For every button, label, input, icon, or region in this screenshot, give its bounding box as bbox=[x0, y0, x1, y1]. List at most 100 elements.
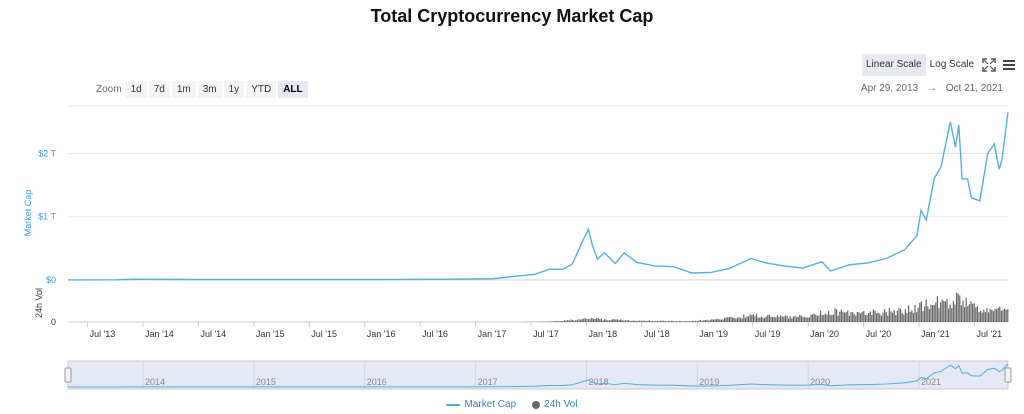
volume-bar bbox=[858, 312, 860, 322]
volume-bar bbox=[861, 311, 863, 322]
volume-bar bbox=[925, 299, 927, 322]
volume-bar bbox=[642, 320, 644, 322]
volume-bar bbox=[634, 320, 636, 322]
volume-bar bbox=[949, 304, 951, 322]
volume-bar bbox=[842, 311, 844, 322]
navigator-handle-right[interactable] bbox=[1004, 367, 1012, 383]
volume-bar bbox=[1007, 309, 1009, 322]
volume-bar bbox=[781, 316, 783, 322]
menu-icon[interactable] bbox=[1000, 54, 1018, 76]
volume-bar bbox=[616, 319, 618, 322]
volume-bar bbox=[796, 317, 798, 322]
volume-bar bbox=[735, 318, 737, 322]
volume-bar bbox=[930, 304, 932, 322]
volume-bar bbox=[754, 316, 756, 322]
volume-bar bbox=[946, 299, 948, 322]
volume-bar bbox=[919, 302, 921, 322]
volume-bar bbox=[820, 310, 822, 322]
navigator-handle-left[interactable] bbox=[64, 367, 72, 383]
volume-bar bbox=[807, 317, 809, 322]
volume-bar bbox=[664, 320, 666, 322]
volume-bar bbox=[653, 321, 655, 322]
volume-bar bbox=[578, 319, 580, 322]
volume-bar bbox=[741, 318, 743, 322]
volume-bar bbox=[668, 320, 670, 322]
volume-bar bbox=[775, 317, 777, 322]
navigator-year-label: 2016 bbox=[367, 377, 387, 387]
volume-bar bbox=[895, 315, 897, 322]
zoom-3m-button[interactable]: 3m bbox=[197, 80, 222, 98]
volume-bar bbox=[732, 317, 734, 322]
volume-bar bbox=[570, 319, 572, 322]
zoom-ytd-button[interactable]: YTD bbox=[246, 80, 277, 98]
volume-bar bbox=[920, 301, 922, 322]
volume-bar bbox=[728, 317, 730, 322]
log-scale-button[interactable]: Log Scale bbox=[925, 54, 979, 76]
volume-bar bbox=[791, 318, 793, 322]
volume-bar bbox=[730, 316, 732, 322]
volume-bar bbox=[797, 316, 799, 322]
volume-bar bbox=[748, 316, 750, 322]
volume-bar bbox=[655, 320, 657, 322]
y-tick-label: $1 T bbox=[38, 212, 56, 222]
legend-item-market-cap[interactable]: Market Cap bbox=[446, 399, 516, 410]
volume-bar bbox=[562, 321, 564, 322]
zoom-7d-button[interactable]: 7d bbox=[148, 80, 170, 98]
navigator-selection bbox=[67, 360, 1009, 390]
volume-bar bbox=[687, 321, 689, 322]
volume-bar bbox=[792, 316, 794, 322]
volume-bar bbox=[924, 306, 926, 322]
volume-bar bbox=[991, 309, 993, 322]
volume-bar bbox=[848, 315, 850, 322]
volume-bar bbox=[701, 320, 703, 322]
volume-bar bbox=[812, 314, 814, 322]
volume-bar bbox=[935, 302, 937, 322]
volume-bar bbox=[720, 319, 722, 322]
volume-bar bbox=[575, 320, 577, 322]
linear-scale-button[interactable]: Linear Scale bbox=[862, 54, 926, 76]
volume-bar bbox=[892, 312, 894, 322]
volume-bar bbox=[1002, 309, 1004, 322]
date-range-to[interactable]: Oct 21, 2021 bbox=[945, 83, 1003, 94]
navigator-year-label: 2019 bbox=[699, 377, 719, 387]
volume-bar bbox=[882, 312, 884, 322]
volume-bar bbox=[959, 295, 961, 322]
volume-bar bbox=[957, 293, 959, 322]
volume-bar bbox=[938, 308, 940, 322]
volume-bar bbox=[868, 313, 870, 322]
volume-bar bbox=[724, 318, 726, 322]
volume-bar bbox=[786, 315, 788, 322]
volume-bar bbox=[690, 321, 692, 322]
volume-bar bbox=[719, 319, 721, 322]
volume-bar bbox=[568, 320, 570, 322]
legend-label-market-cap: Market Cap bbox=[464, 399, 517, 410]
volume-bar bbox=[805, 317, 807, 322]
volume-bar bbox=[672, 321, 674, 322]
volume-bar bbox=[876, 313, 878, 322]
zoom-all-button[interactable]: ALL bbox=[278, 80, 308, 98]
volume-bar bbox=[695, 320, 697, 322]
volume-bar bbox=[757, 317, 759, 322]
date-range-from[interactable]: Apr 29, 2013 bbox=[860, 83, 919, 94]
volume-bar bbox=[989, 308, 991, 322]
volume-bar bbox=[783, 316, 785, 322]
zoom-1y-button[interactable]: 1y bbox=[223, 80, 245, 98]
volume-bar bbox=[903, 314, 905, 322]
legend: Market Cap 24h Vol bbox=[0, 399, 1024, 410]
zoom-1m-button[interactable]: 1m bbox=[171, 80, 196, 98]
volume-bar bbox=[994, 308, 996, 322]
fullscreen-icon[interactable] bbox=[980, 54, 998, 76]
volume-bar bbox=[789, 316, 791, 322]
volume-bar bbox=[999, 306, 1001, 322]
volume-bar bbox=[885, 312, 887, 322]
volume-bar bbox=[872, 309, 874, 322]
volume-bar bbox=[698, 320, 700, 322]
zoom-1d-button[interactable]: 1d bbox=[125, 80, 147, 98]
volume-bar bbox=[623, 320, 625, 322]
y-tick-label: $0 bbox=[46, 275, 56, 285]
legend-item-volume[interactable]: 24h Vol bbox=[532, 399, 578, 410]
volume-bar bbox=[952, 300, 954, 322]
volume-bar bbox=[884, 309, 886, 322]
volume-bar bbox=[847, 310, 849, 322]
